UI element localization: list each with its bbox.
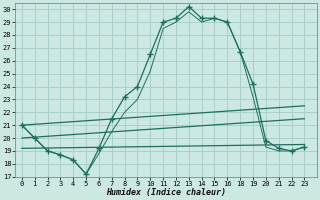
- X-axis label: Humidex (Indice chaleur): Humidex (Indice chaleur): [106, 188, 226, 197]
